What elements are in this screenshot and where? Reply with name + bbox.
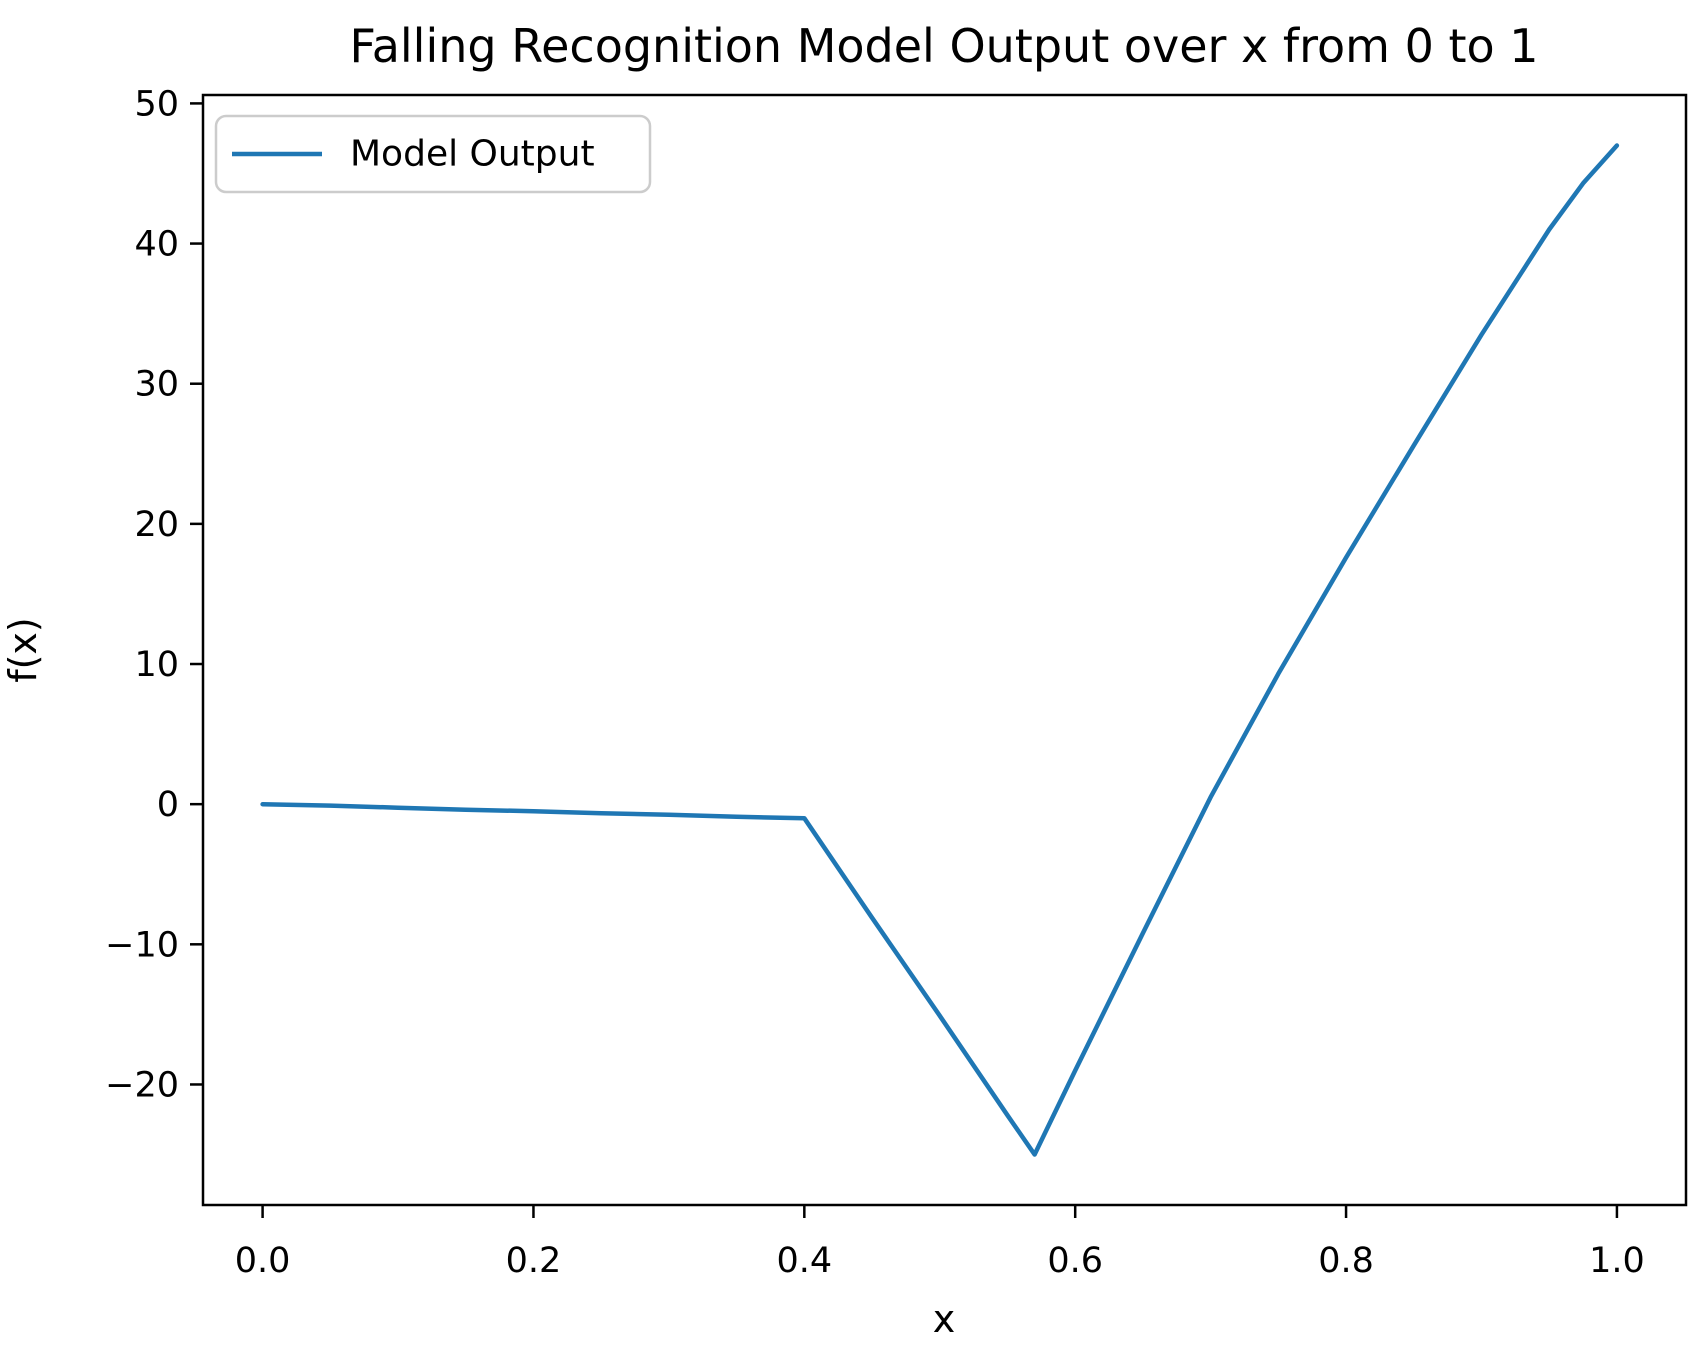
y-tick-label: 50 — [134, 84, 179, 124]
x-axis-ticks: 0.0 0.2 0.4 0.6 0.8 1.0 — [235, 1205, 1645, 1281]
legend-label: Model Output — [350, 134, 595, 175]
y-tick-label: −20 — [105, 1065, 179, 1105]
y-axis-label: f(x) — [1, 617, 45, 683]
x-tick-label: 0.6 — [1047, 1241, 1103, 1281]
x-axis-label: x — [933, 1297, 956, 1341]
x-tick-label: 0.2 — [506, 1241, 562, 1281]
y-tick-label: 10 — [134, 645, 179, 685]
y-tick-label: 20 — [134, 505, 179, 545]
y-tick-label: −10 — [105, 925, 179, 965]
y-tick-label: 30 — [134, 365, 179, 405]
y-tick-label: 40 — [134, 225, 179, 265]
x-tick-label: 0.4 — [776, 1241, 832, 1281]
x-tick-label: 1.0 — [1589, 1241, 1645, 1281]
chart-title: Falling Recognition Model Output over x … — [349, 19, 1538, 73]
plot-area — [201, 93, 1688, 1207]
y-tick-label: 0 — [157, 785, 179, 825]
y-axis-ticks: 50 40 30 20 10 0 −10 −20 — [105, 84, 203, 1105]
legend: Model Output — [214, 114, 652, 194]
x-tick-label: 0.8 — [1318, 1241, 1374, 1281]
x-tick-label: 0.0 — [235, 1241, 291, 1281]
legend-box — [214, 114, 652, 194]
model-output-line — [260, 143, 1620, 1157]
